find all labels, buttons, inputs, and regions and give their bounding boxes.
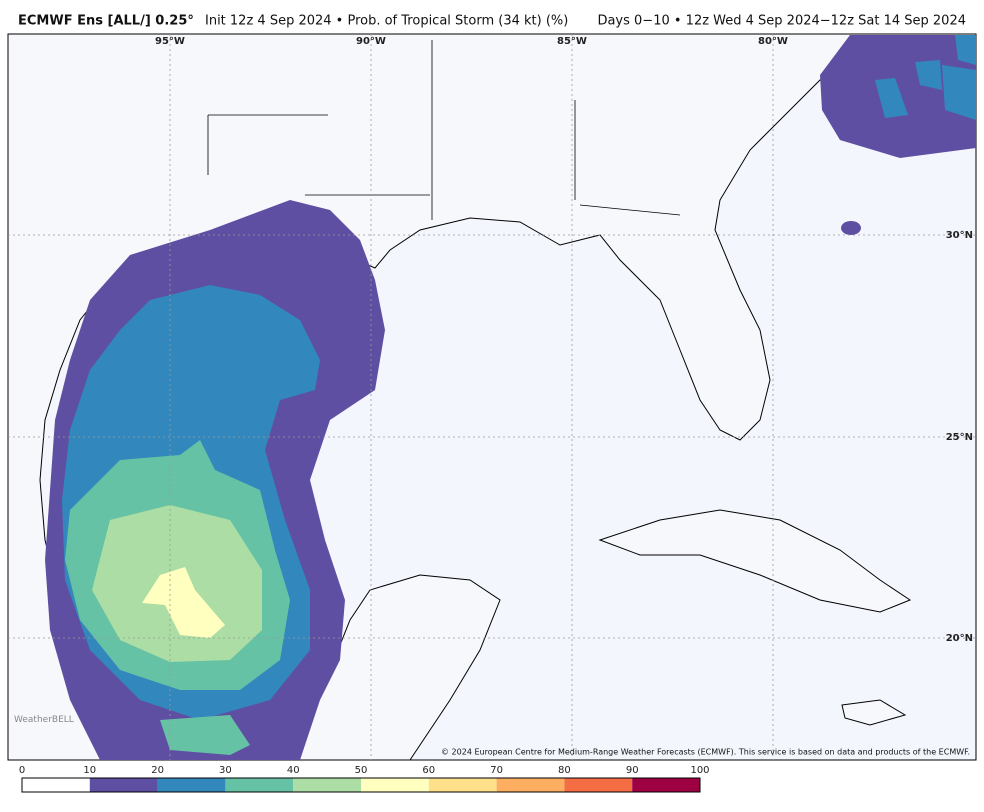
prob-south [160,715,250,755]
colorbar-tick: 60 [422,765,435,776]
longitude-label: 95°W [155,36,185,47]
latitude-label: 25°N [946,432,973,443]
cuba [598,509,912,613]
title-bold: ECMWF Ens [ALL/] 0.25° [18,14,194,29]
colorbar-segment [496,778,565,792]
colorbar-frame [21,777,701,793]
prob-small [841,221,861,235]
colorbar-tick: 20 [151,765,164,776]
colorbar-tick: 30 [219,765,232,776]
colorbar-tick: 10 [83,765,96,776]
latitude-label: 20°N [946,633,973,644]
colorbar-tick: 80 [558,765,571,776]
colorbar-segment [157,778,226,792]
credit: © 2024 European Centre for Medium-Range … [441,748,970,757]
prob-atlantic-20 [875,35,976,120]
colorbar-segment [293,778,361,792]
longitude-label: 80°W [758,36,788,47]
colorbar-segment [89,778,158,792]
colorbar-segment [22,778,90,792]
colorbar-tick: 100 [690,765,709,776]
colorbar-tick: 0 [19,765,25,776]
jamaica [841,699,907,726]
colorbar-segment [632,778,700,792]
graticule: 95°W 90°W 85°W 80°W 30°N 25°N 20°N [8,34,976,760]
state-borders [207,40,681,220]
colorbar-tick: 90 [626,765,639,776]
longitude-label: 85°W [557,36,587,47]
colorbar-segment [428,778,497,792]
colorbar: 0 10 20 30 40 50 60 70 80 90 100 [19,765,710,793]
colorbar-tick: 40 [287,765,300,776]
longitude-label: 90°W [356,36,386,47]
prob-50-60 [142,567,225,638]
colorbar-segment [564,778,633,792]
colorbar-tick: 70 [490,765,503,776]
latitude-label: 30°N [946,230,973,241]
title-right: Days 0−10 • 12z Wed 4 Sep 2024−12z Sat 1… [597,14,966,29]
colorbar-tick: 50 [355,765,368,776]
watermark: WeatherBELL [14,715,74,725]
title: Init 12z 4 Sep 2024 • Prob. of Tropical … [205,14,568,29]
map: 95°W 90°W 85°W 80°W 30°N 25°N 20°N © 2024 Euro… [7,33,977,761]
colorbar-segment [225,778,294,792]
colorbar-segment [361,778,429,792]
